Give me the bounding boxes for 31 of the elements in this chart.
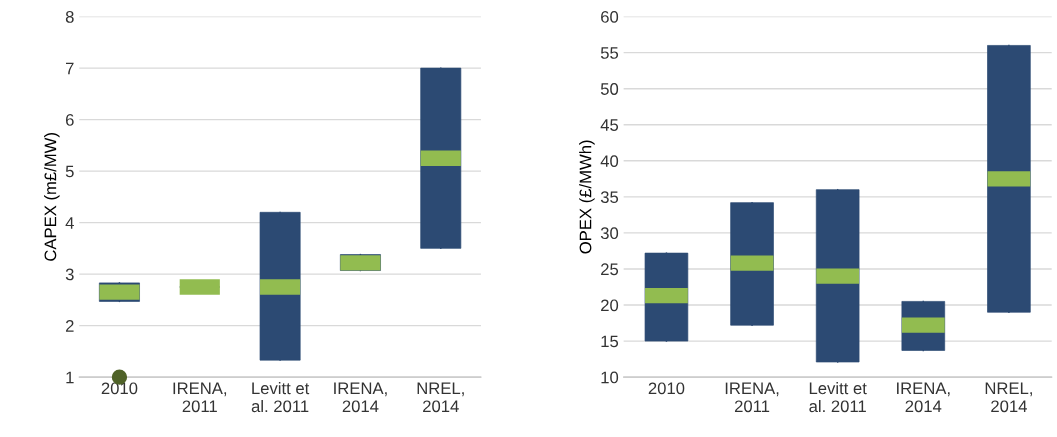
x-tick-label: IRENA, 2011 bbox=[173, 382, 227, 413]
y-tick-label: 5 bbox=[65, 165, 74, 178]
x-tick-label: Levitt et al. 2011 bbox=[251, 381, 310, 413]
y-tick-label: 8 bbox=[65, 11, 74, 23]
x-tick-label: IRENA, 2014 bbox=[897, 382, 950, 413]
y-axis-title: CAPEX (m£/MW) bbox=[44, 133, 60, 261]
y-tick-label: 35 bbox=[600, 191, 619, 204]
x-tick-label: 2010 bbox=[101, 382, 138, 395]
y-tick-label: 7 bbox=[66, 62, 74, 75]
y-tick-label: 25 bbox=[601, 263, 619, 276]
y-tick-label: 10 bbox=[601, 371, 619, 384]
y-axis-title: OPEX (£/MWh) bbox=[579, 140, 595, 254]
y-tick-label: 20 bbox=[601, 299, 619, 312]
y-tick-label: 60 bbox=[601, 11, 619, 23]
x-tick-label: NREL, 2014 bbox=[985, 382, 1032, 413]
y-tick-label: 3 bbox=[65, 268, 74, 281]
y-tick-label: 1 bbox=[66, 371, 74, 384]
x-tick-label: IRENA, 2014 bbox=[334, 382, 387, 413]
x-tick-label: Levitt et al. 2011 bbox=[809, 381, 867, 413]
x-tick-label: NREL, 2014 bbox=[417, 382, 464, 413]
y-tick-label: 15 bbox=[601, 335, 619, 348]
y-tick-label: 45 bbox=[600, 119, 619, 131]
y-tick-label: 2 bbox=[65, 320, 74, 332]
y-tick-label: 6 bbox=[65, 114, 74, 126]
x-tick-label: 2010 bbox=[648, 382, 685, 395]
y-tick-label: 55 bbox=[600, 47, 619, 59]
y-tick-label: 30 bbox=[600, 227, 619, 240]
y-tick-label: 40 bbox=[600, 155, 619, 168]
y-tick-label: 50 bbox=[600, 83, 619, 95]
y-tick-label: 4 bbox=[65, 217, 74, 229]
x-tick-label: IRENA, 2011 bbox=[725, 382, 779, 413]
